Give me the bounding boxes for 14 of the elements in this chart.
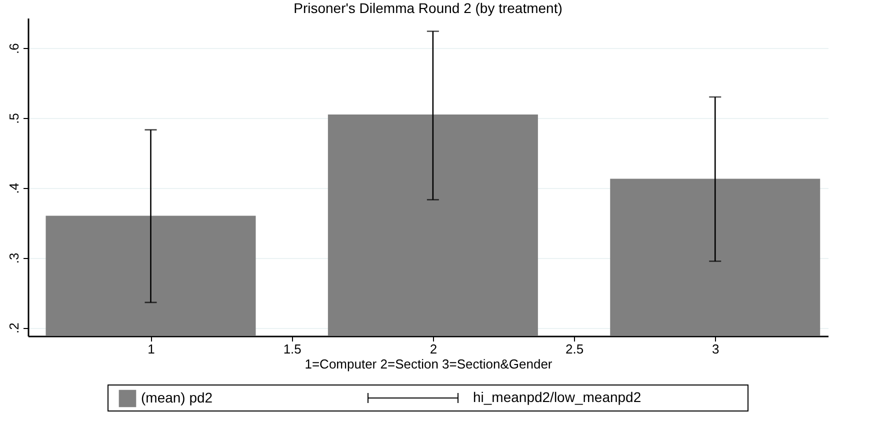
y-tick-label: .6 (6, 43, 22, 54)
x-tick-label: 2.5 (565, 342, 584, 356)
x-tick-label: 1.5 (283, 342, 302, 356)
y-tick-label: .4 (6, 182, 22, 194)
x-tick-label: 3 (712, 342, 720, 356)
x-tick-label: 2 (430, 342, 438, 356)
y-tick-label: .5 (6, 113, 22, 124)
y-tick-label: .3 (6, 252, 22, 264)
x-tick-label: 1 (148, 342, 155, 356)
legend-label: (mean) pd2 (141, 390, 213, 406)
y-tick-label: .2 (6, 322, 22, 334)
x-axis-title: 1=Computer 2=Section 3=Section&Gender (304, 356, 553, 372)
text: hi_meanpd2/low_meanpd2 (473, 389, 642, 405)
chart-title: Prisoner's Dilemma Round 2 (by treatment) (294, 0, 562, 16)
